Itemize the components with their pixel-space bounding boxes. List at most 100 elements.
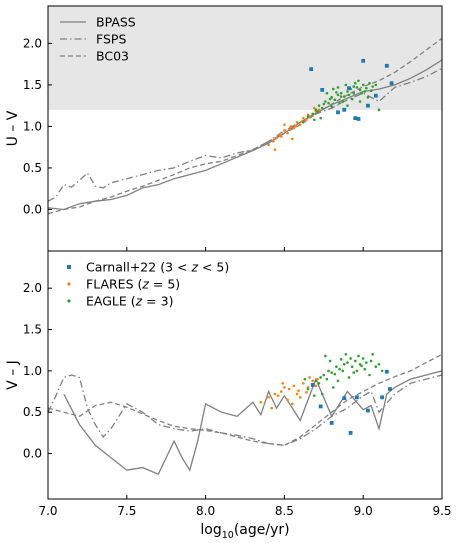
flares-point [286,398,289,402]
flares-point [290,137,294,141]
flares-point [298,396,302,399]
scatter-points [259,353,392,435]
eagle-point [354,81,357,85]
eagle-point [330,105,333,108]
legend-marker-square [67,265,71,269]
eagle-point [361,357,365,360]
carnall-point [366,103,370,108]
flares-point [286,131,289,135]
flares-point [283,129,286,132]
eagle-point [325,91,329,95]
legend: BPASS FSPS BC03 [60,15,136,64]
eagle-point [317,104,321,107]
eagle-point [369,89,373,93]
flares-point [287,387,291,391]
eagle-point [339,95,343,98]
y-tick-label: 2.0 [23,36,42,50]
flares-point [297,389,300,393]
eagle-point [330,371,333,374]
legend-marker-dot [67,282,71,286]
eagle-point [314,108,318,112]
eagle-point [360,364,363,368]
carnall-point [320,87,325,92]
carnall-point [389,81,394,86]
carnall-point [384,369,389,374]
eagle-point [327,369,330,373]
flares-point [275,136,278,140]
shaded-region [48,6,442,110]
eagle-point [336,93,340,97]
eagle-point [317,381,321,385]
flares-point [317,108,321,112]
series-fsps-line [48,374,442,446]
eagle-point [336,379,340,383]
x-tick-label: 9.5 [432,504,451,518]
series-fsps-line [48,67,442,202]
flares-point [287,127,291,131]
flares-point [283,123,286,127]
eagle-point [314,379,318,383]
eagle-point [380,369,384,373]
eagle-point [352,85,356,88]
model-lines [48,37,442,215]
eagle-point [338,367,341,371]
eagle-point [352,371,356,374]
eagle-point [320,392,324,396]
carnall-point [318,404,323,409]
eagle-point [369,359,373,363]
eagle-point [311,112,315,116]
flares-point [302,381,305,385]
series-bpass-line [63,370,442,476]
eagle-point [352,91,356,95]
carnall-point [342,107,347,112]
flares-point [276,394,280,397]
y-axis-label: U – V [5,110,21,146]
x-tick-label: 9.0 [354,504,373,518]
eagle-point [328,97,332,101]
eagle-point [339,91,343,95]
y-tick-label: 1.5 [23,323,42,337]
eagle-point [333,372,337,376]
y-tick-label: 0.0 [23,447,42,461]
eagle-point [342,362,346,366]
eagle-point [313,394,316,397]
legend-label: BC03 [96,49,129,64]
eagle-point [377,362,381,366]
eagle-point [368,373,371,377]
eagle-point [358,88,362,92]
carnall-point [348,430,353,435]
x-axis-label: log10(age/yr) [200,522,289,541]
eagle-point [344,83,348,87]
eagle-point [339,357,343,361]
flares-point [308,376,311,379]
eagle-point [346,104,349,107]
flares-point [279,135,283,138]
flares-point [283,386,286,389]
eagle-point [322,373,326,377]
eagle-point [325,377,329,381]
eagle-point [346,361,349,364]
carnall-point [361,58,366,63]
carnall-point [388,387,392,391]
eagle-point [347,93,351,97]
eagle-point [349,357,352,360]
legend-label: FLARES (z = 5) [86,277,180,292]
panel-top-uv: 0.0 0.5 1.0 1.5 2.0 U – V BPASS FSPS BC03 [5,5,443,252]
eagle-point [302,120,305,124]
eagle-point [306,115,310,118]
eagle-point [319,376,322,379]
flares-point [259,400,263,404]
y-tick-label: 1.0 [23,364,42,378]
eagle-point [303,377,307,381]
flares-point [273,148,277,151]
eagle-point [324,354,327,358]
x-tick-label: 8.0 [196,504,215,518]
eagle-point [316,110,319,113]
flares-point [273,392,277,396]
eagle-point [322,102,326,106]
eagle-point [377,108,381,112]
eagle-point [360,91,363,95]
eagle-point [358,100,362,103]
flares-point [295,392,299,396]
